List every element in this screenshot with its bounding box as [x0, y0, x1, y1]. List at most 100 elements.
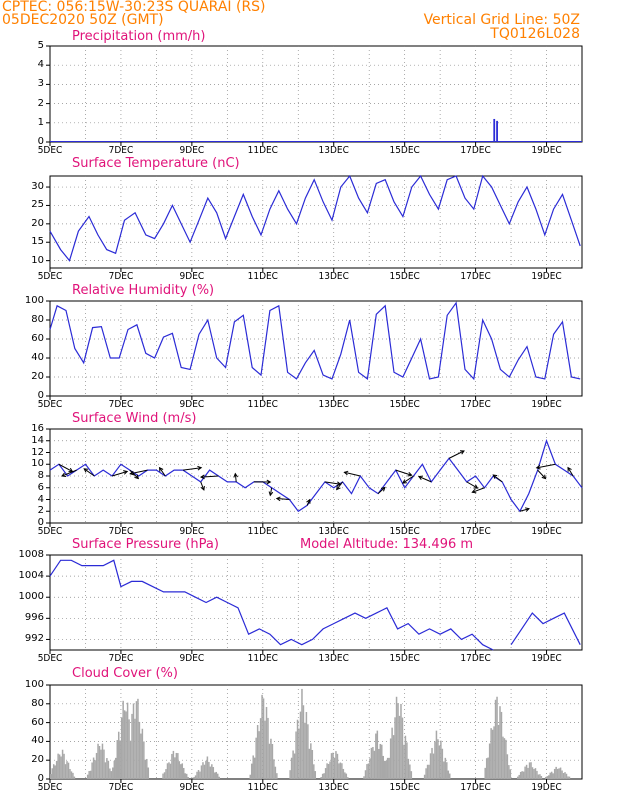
wind-vector: [418, 476, 432, 483]
cloud-bar: [326, 763, 328, 779]
wind-vector-head: [268, 491, 274, 497]
cloud-bar: [381, 744, 383, 779]
cloud-bar: [379, 743, 382, 779]
wind-xtick-label: 17DEC: [460, 526, 491, 537]
cloud-bar: [449, 773, 451, 779]
temp-title: Surface Temperature (nC): [72, 156, 240, 171]
rh-ytick-label: 100: [24, 295, 44, 306]
wind-vector-head: [83, 468, 89, 473]
precip-bar: [493, 118, 496, 142]
cloud-bar: [252, 755, 254, 779]
cloud-bar: [116, 740, 118, 779]
cloud-bar: [441, 748, 444, 779]
header-location: CPTEC: 056:15W-30:23S QUARAI (RS): [2, 0, 266, 15]
cloud-bar: [215, 771, 218, 779]
cloud-bar: [410, 771, 413, 779]
wind-vector-head: [492, 474, 498, 479]
cloud-bar: [392, 735, 395, 779]
cloud-bar: [559, 767, 562, 779]
wind-vector: [402, 475, 414, 484]
pres-ytick-label: 996: [24, 612, 44, 624]
cloud-bar: [338, 763, 340, 779]
rh-ytick-label: 80: [31, 314, 44, 325]
temp-xtick-label: 19DEC: [531, 271, 562, 282]
cloud-bar: [534, 768, 537, 779]
header-grid-line: Vertical Grid Line: 50Z: [423, 12, 580, 28]
wind-vector-head: [535, 464, 541, 470]
cloud-bar: [565, 773, 568, 779]
cloud-bar: [258, 731, 260, 779]
cloud-bar: [299, 711, 302, 779]
wind-vector: [395, 469, 412, 476]
cloud-bar: [555, 766, 557, 779]
wind-vector: [567, 467, 574, 477]
wind-vector: [324, 481, 341, 485]
cloud-bar: [302, 705, 305, 779]
cloud-bar: [109, 768, 111, 779]
rh-xtick-label: 13DEC: [318, 399, 349, 410]
cloud-bar: [61, 749, 64, 779]
pres-xtick-label: 11DEC: [247, 653, 278, 664]
wind-vector-head: [158, 466, 164, 472]
wind-xtick-label: 9DEC: [179, 526, 205, 537]
cloud-bar: [443, 761, 445, 779]
wind-vector-head: [61, 472, 67, 477]
precip-ytick-label: 0: [37, 136, 44, 147]
wind-vector: [344, 471, 361, 477]
cloud-bar: [397, 703, 399, 779]
cloud-bar: [394, 717, 396, 779]
temp-ytick-label: 30: [31, 181, 44, 193]
wind-ytick-label: 6: [37, 481, 44, 493]
cloud-bar: [141, 728, 144, 779]
wind-vector-head: [402, 479, 407, 484]
cloud-bar: [431, 747, 433, 779]
cloud-bar: [199, 771, 201, 779]
cloud-bar: [125, 711, 127, 779]
cloud-bar: [516, 776, 519, 779]
pres-xtick-label: 17DEC: [460, 653, 491, 664]
cloud-bar: [490, 728, 492, 779]
rh-xtick-label: 7DEC: [108, 399, 134, 410]
pres-series-line: [49, 559, 494, 651]
cloud-bar: [327, 763, 330, 779]
cloud-bar: [129, 740, 132, 779]
cloud-bar: [162, 773, 164, 779]
cloud-bar: [446, 762, 448, 779]
cloud-bar: [307, 724, 309, 779]
cloud-bar: [308, 748, 311, 779]
wind-vector: [276, 498, 290, 500]
cloud-bar: [97, 743, 99, 779]
cloud-bar: [369, 758, 371, 779]
cloud-bar: [491, 729, 494, 779]
rh-xtick-label: 5DEC: [37, 399, 63, 410]
cloud-bar: [533, 769, 535, 779]
cloud-bar: [262, 698, 265, 779]
cloud-bar: [531, 767, 534, 779]
temp-ytick-label: 15: [31, 236, 44, 248]
cloud-bar: [293, 753, 296, 779]
cloud-bar: [175, 752, 178, 779]
cloud-bar: [435, 730, 438, 779]
cloud-ytick-label: 0: [37, 773, 44, 784]
wind-vector-head: [199, 474, 205, 480]
wind-vector-head: [275, 496, 281, 502]
cloud-bar: [115, 757, 117, 779]
precip-ytick-label: 4: [37, 59, 44, 71]
wind-vector: [537, 469, 546, 479]
cloud-bar: [206, 756, 209, 779]
cloud-bar: [180, 764, 182, 779]
cloud-bar: [341, 763, 343, 779]
cloud-bar: [200, 765, 203, 779]
cloud-bar: [290, 757, 293, 779]
cloud-bar: [171, 753, 173, 779]
cloud-bar: [185, 773, 188, 779]
cloud-bar: [112, 767, 114, 779]
cloud-bar: [332, 752, 334, 779]
cloud-bar: [549, 772, 551, 779]
cloud-bar: [292, 750, 294, 779]
wind-vector-head: [343, 470, 349, 476]
cloud-bar: [519, 771, 522, 779]
cloud-bar: [395, 696, 398, 779]
wind-vector-head: [473, 484, 479, 489]
cloud-bar: [488, 743, 491, 779]
